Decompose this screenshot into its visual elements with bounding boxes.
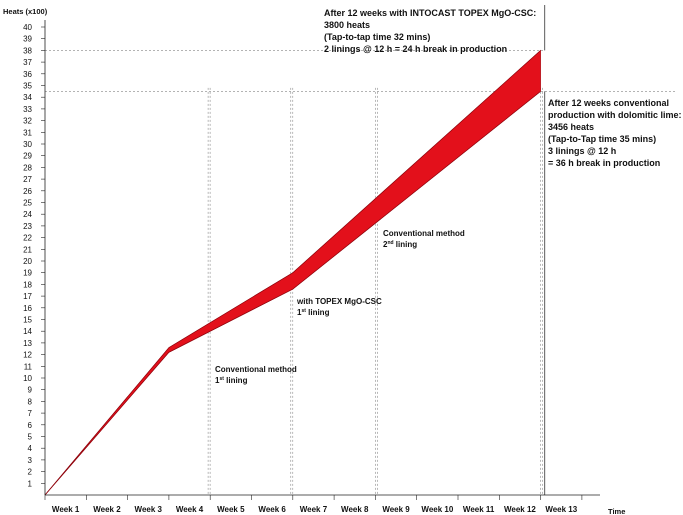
y-tick-label: 6 xyxy=(28,421,33,430)
conventional-line-4: (Tap-to-Tap time 35 mins) xyxy=(548,134,656,144)
x-tick-label: Week 8 xyxy=(341,505,369,514)
y-tick-label: 19 xyxy=(23,269,32,278)
y-tick-label: 35 xyxy=(23,82,32,91)
y-tick-label: 30 xyxy=(23,140,32,149)
y-tick-label: 24 xyxy=(23,210,32,219)
y-axis-ticks: 1234567891011121314151617181920212223242… xyxy=(23,23,45,488)
x-tick-label: Week 12 xyxy=(504,505,536,514)
y-tick-label: 36 xyxy=(23,70,32,79)
x-tick-label: Week 1 xyxy=(52,505,80,514)
y-tick-label: 7 xyxy=(28,409,33,418)
y-tick-label: 32 xyxy=(23,117,32,126)
y-tick-label: 5 xyxy=(28,433,33,442)
y-tick-label: 26 xyxy=(23,187,32,196)
x-tick-label: Week 10 xyxy=(421,505,453,514)
intocast-line-1: After 12 weeks with INTOCAST TOPEX MgO-C… xyxy=(324,8,536,18)
topex-lining-1-title: with TOPEX MgO-CSC xyxy=(296,297,382,306)
y-tick-label: 2 xyxy=(28,468,33,477)
y-tick-label: 37 xyxy=(23,58,32,67)
y-tick-label: 39 xyxy=(23,35,32,44)
guide-lines xyxy=(45,5,676,495)
x-tick-label: Week 5 xyxy=(217,505,245,514)
x-tick-label: Week 11 xyxy=(463,505,495,514)
x-tick-label: Week 4 xyxy=(176,505,204,514)
y-tick-label: 13 xyxy=(23,339,32,348)
x-tick-label: Week 2 xyxy=(93,505,121,514)
conv-lining-2-number: 2nd lining xyxy=(383,240,417,249)
y-tick-label: 27 xyxy=(23,175,32,184)
y-tick-label: 16 xyxy=(23,304,32,313)
y-tick-label: 17 xyxy=(23,292,32,301)
y-tick-label: 14 xyxy=(23,327,32,336)
topex-lining-1-label: with TOPEX MgO-CSC 1st lining xyxy=(296,297,382,317)
x-axis-label: Time xyxy=(608,507,625,515)
intocast-annotation: After 12 weeks with INTOCAST TOPEX MgO-C… xyxy=(324,8,536,54)
conventional-line-3: 3456 heats xyxy=(548,122,594,132)
conventional-line-5: 3 linings @ 12 h xyxy=(548,146,616,156)
intocast-line-2: 3800 heats xyxy=(324,20,370,30)
conv-lining-2-title: Conventional method xyxy=(383,229,465,238)
x-tick-label: Week 9 xyxy=(382,505,410,514)
conv-lining-1-number: 1st lining xyxy=(215,376,248,385)
conv-lining-1-title: Conventional method xyxy=(215,365,297,374)
conv-lining-1-label: Conventional method 1st lining xyxy=(215,365,297,385)
y-tick-label: 8 xyxy=(28,397,33,406)
x-tick-label: Week 3 xyxy=(135,505,163,514)
y-tick-label: 12 xyxy=(23,351,32,360)
y-tick-label: 38 xyxy=(23,46,32,55)
y-tick-label: 3 xyxy=(28,456,33,465)
y-tick-label: 25 xyxy=(23,199,32,208)
y-tick-label: 4 xyxy=(28,444,33,453)
conv-lining-2-label: Conventional method 2nd lining xyxy=(383,229,465,249)
y-tick-label: 21 xyxy=(23,245,32,254)
conventional-annotation: After 12 weeks conventional production w… xyxy=(548,98,682,168)
x-tick-label: Week 7 xyxy=(300,505,328,514)
intocast-line-3: (Tap-to-tap time 32 mins) xyxy=(324,32,430,42)
heats-area xyxy=(44,49,541,496)
y-tick-label: 29 xyxy=(23,152,32,161)
y-tick-label: 31 xyxy=(23,128,32,137)
conventional-line-2: production with dolomitic lime: xyxy=(548,110,682,120)
y-tick-label: 15 xyxy=(23,316,32,325)
conventional-line-6: = 36 h break in production xyxy=(548,158,660,168)
y-tick-label: 40 xyxy=(23,23,32,32)
y-tick-label: 33 xyxy=(23,105,32,114)
y-tick-label: 18 xyxy=(23,280,32,289)
y-tick-label: 1 xyxy=(28,479,33,488)
series-line-0 xyxy=(44,50,541,496)
y-tick-label: 34 xyxy=(23,93,32,102)
x-axis-ticks: Week 1 Week 2 Week 3 Week 4 Week 5 Week 6 Week… xyxy=(44,495,583,514)
series-line-1 xyxy=(44,91,541,496)
intocast-line-4: 2 linings @ 12 h = 24 h break in product… xyxy=(324,44,507,54)
conventional-line-1: After 12 weeks conventional xyxy=(548,98,669,108)
y-tick-label: 28 xyxy=(23,163,32,172)
x-tick-label: Week 6 xyxy=(258,505,286,514)
y-tick-label: 23 xyxy=(23,222,32,231)
y-tick-label: 10 xyxy=(23,374,32,383)
y-tick-label: 11 xyxy=(24,362,33,371)
x-tick-label: Week 13 xyxy=(545,505,577,514)
y-tick-label: 22 xyxy=(23,234,32,243)
y-tick-label: 9 xyxy=(28,386,33,395)
y-tick-label: 20 xyxy=(23,257,32,266)
y-axis-label: Heats (x100) xyxy=(3,7,48,16)
topex-lining-1-number: 1st lining xyxy=(297,308,330,317)
